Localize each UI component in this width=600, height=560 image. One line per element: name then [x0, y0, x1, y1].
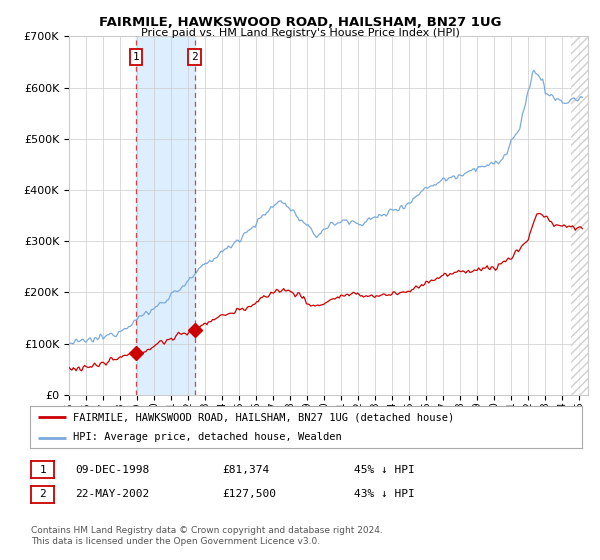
- Text: 43% ↓ HPI: 43% ↓ HPI: [354, 489, 415, 500]
- Text: £81,374: £81,374: [222, 465, 269, 475]
- Text: £127,500: £127,500: [222, 489, 276, 500]
- Text: 1: 1: [133, 52, 139, 62]
- Text: 22-MAY-2002: 22-MAY-2002: [75, 489, 149, 500]
- Polygon shape: [571, 36, 588, 395]
- Text: HPI: Average price, detached house, Wealden: HPI: Average price, detached house, Weal…: [73, 432, 342, 442]
- Text: Contains HM Land Registry data © Crown copyright and database right 2024.
This d: Contains HM Land Registry data © Crown c…: [31, 526, 383, 546]
- Text: FAIRMILE, HAWKSWOOD ROAD, HAILSHAM, BN27 1UG: FAIRMILE, HAWKSWOOD ROAD, HAILSHAM, BN27…: [99, 16, 501, 29]
- Text: 2: 2: [191, 52, 198, 62]
- Text: FAIRMILE, HAWKSWOOD ROAD, HAILSHAM, BN27 1UG (detached house): FAIRMILE, HAWKSWOOD ROAD, HAILSHAM, BN27…: [73, 412, 454, 422]
- Text: 2: 2: [39, 489, 46, 500]
- Text: Price paid vs. HM Land Registry's House Price Index (HPI): Price paid vs. HM Land Registry's House …: [140, 28, 460, 38]
- Text: 1: 1: [39, 465, 46, 475]
- Text: 09-DEC-1998: 09-DEC-1998: [75, 465, 149, 475]
- Bar: [136, 36, 194, 395]
- Text: 45% ↓ HPI: 45% ↓ HPI: [354, 465, 415, 475]
